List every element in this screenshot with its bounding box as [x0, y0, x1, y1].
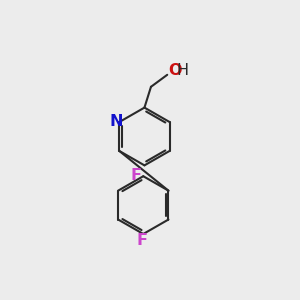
Text: O: O — [168, 63, 182, 78]
Text: N: N — [109, 114, 122, 129]
Text: F: F — [136, 233, 148, 248]
Text: F: F — [130, 168, 141, 183]
Text: H: H — [176, 63, 189, 78]
